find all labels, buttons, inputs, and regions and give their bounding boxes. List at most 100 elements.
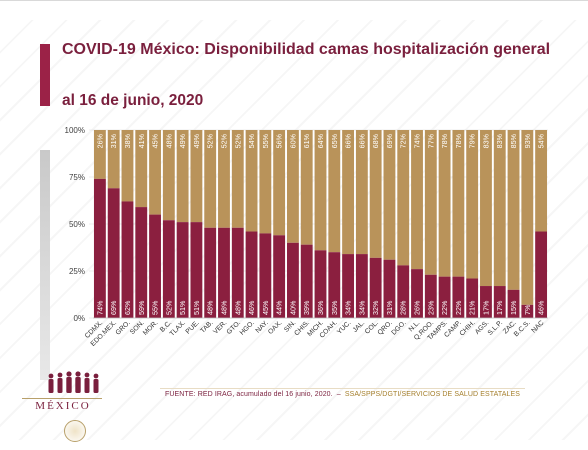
x-tick-label: GRO. <box>115 319 132 336</box>
bar-available <box>397 130 410 266</box>
page-title: COVID-19 México: Disponibilidad camas ho… <box>62 41 551 58</box>
data-label-occupied: 17% <box>495 300 504 315</box>
bar-occupied <box>149 214 161 318</box>
data-label-occupied: 48% <box>206 300 215 315</box>
data-label-available: 56% <box>275 133 284 148</box>
data-label-occupied: 34% <box>357 300 366 315</box>
bar-occupied <box>397 265 410 318</box>
data-label-available: 54% <box>537 133 546 148</box>
data-label-available: 78% <box>454 133 463 148</box>
bar-available <box>190 130 203 223</box>
bar-available <box>480 130 492 287</box>
bar-occupied <box>259 233 272 318</box>
data-label-occupied: 44% <box>275 300 284 315</box>
data-label-occupied: 26% <box>413 300 422 315</box>
data-label-occupied: 36% <box>316 300 325 315</box>
data-label-occupied: 45% <box>261 300 270 315</box>
data-label-occupied: 62% <box>123 300 132 315</box>
footer-separator: – <box>336 391 341 398</box>
frame-top-line <box>0 0 588 1</box>
x-tick-label: OAX. <box>267 319 284 336</box>
data-label-occupied: 40% <box>288 300 297 315</box>
bar-occupied <box>369 257 382 318</box>
data-label-occupied: 15% <box>509 300 518 315</box>
bar-occupied <box>245 231 258 318</box>
bar-available <box>328 130 341 253</box>
data-label-available: 38% <box>123 133 132 148</box>
data-label-occupied: 46% <box>537 300 546 315</box>
x-tick-label: MOR. <box>142 319 160 337</box>
data-label-available: 66% <box>357 133 366 148</box>
bar-occupied <box>493 286 506 318</box>
data-label-occupied: 52% <box>164 300 173 315</box>
x-tick-label: PUE. <box>185 319 201 335</box>
data-label-available: 49% <box>192 133 201 148</box>
bar-available <box>314 130 327 251</box>
y-tick-label: 25% <box>69 267 85 276</box>
bar-occupied <box>535 231 548 318</box>
data-label-occupied: 55% <box>151 300 160 315</box>
data-label-available: 93% <box>523 133 532 148</box>
bar-available <box>273 130 286 236</box>
bar-occupied <box>507 289 520 318</box>
bar-occupied <box>480 286 492 318</box>
footer-source: FUENTE: RED IRAG, acumulado del 16 junio… <box>165 391 333 398</box>
bar-available <box>438 130 451 277</box>
data-label-occupied: 31% <box>385 300 394 315</box>
data-label-occupied: 59% <box>137 300 146 315</box>
data-label-occupied: 69% <box>109 300 118 315</box>
data-label-occupied: 48% <box>219 300 228 315</box>
y-tick-label: 100% <box>65 126 85 135</box>
bar-occupied <box>300 244 313 318</box>
bar-occupied <box>383 259 396 318</box>
bar-available <box>149 130 161 215</box>
x-tick-label: QRO. <box>377 319 394 336</box>
data-label-available: 49% <box>178 133 187 148</box>
data-label-available: 55% <box>261 133 270 148</box>
bar-available <box>411 130 423 270</box>
data-label-available: 69% <box>385 133 394 148</box>
data-label-occupied: 32% <box>371 300 380 315</box>
bar-occupied <box>328 252 341 318</box>
bar-available <box>452 130 465 277</box>
data-label-available: 26% <box>95 133 104 148</box>
bar-occupied <box>466 278 479 318</box>
data-label-occupied: 35% <box>330 300 339 315</box>
x-tick-label: DGO. <box>390 319 407 336</box>
seal-icon <box>64 420 86 442</box>
bar-occupied <box>190 222 203 318</box>
bar-occupied <box>452 276 465 318</box>
y-tick-label: 50% <box>69 220 85 229</box>
x-tick-label: S.L.P. <box>487 319 504 336</box>
data-label-occupied: 22% <box>454 300 463 315</box>
left-decorative-band <box>40 150 50 380</box>
source-footer: FUENTE: RED IRAG, acumulado del 16 junio… <box>165 391 520 398</box>
bar-occupied <box>121 201 134 318</box>
logo-wordmark: MÉXICO <box>35 400 91 412</box>
bar-available <box>355 130 368 255</box>
bar-available <box>245 130 258 232</box>
data-label-occupied: 28% <box>399 300 408 315</box>
x-tick-label: NAC <box>530 319 545 334</box>
bar-occupied <box>286 242 299 318</box>
bar-available <box>466 130 479 279</box>
bar-available <box>300 130 313 245</box>
bar-available <box>218 130 230 228</box>
bar-occupied <box>438 276 451 318</box>
data-label-available: 41% <box>137 133 146 148</box>
bar-occupied <box>93 178 106 318</box>
data-label-available: 60% <box>288 133 297 148</box>
data-label-occupied: 51% <box>192 300 201 315</box>
data-label-occupied: 22% <box>440 300 449 315</box>
data-label-occupied: 34% <box>344 300 353 315</box>
bar-occupied <box>107 188 120 318</box>
bar-available <box>107 130 120 189</box>
bar-occupied <box>204 227 217 318</box>
bar-occupied <box>521 304 534 318</box>
data-label-available: 85% <box>509 133 518 148</box>
bar-occupied <box>342 254 355 318</box>
logo-figures-icon <box>48 371 99 393</box>
data-label-available: 52% <box>219 133 228 148</box>
data-label-available: 68% <box>371 133 380 148</box>
bar-occupied <box>355 254 368 318</box>
